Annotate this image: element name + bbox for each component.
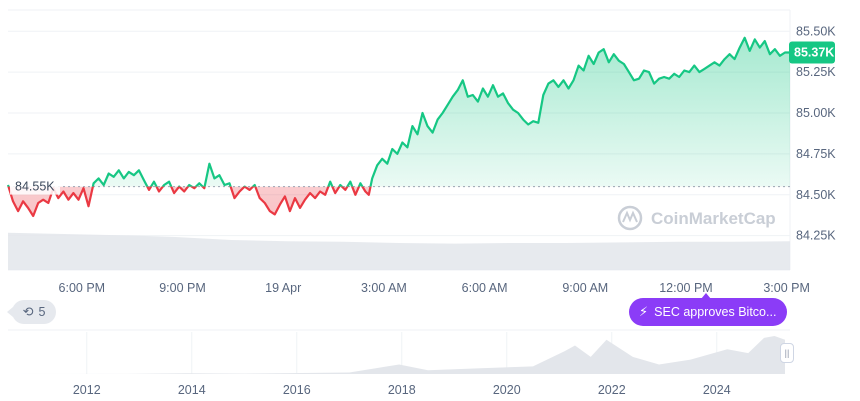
y-tick-label: 85.25K [796, 65, 836, 79]
x-axis-labels: 6:00 PM 9:00 PM 19 Apr 3:00 AM 6:00 AM 9:00 A… [59, 281, 810, 295]
y-tick-label: 85.00K [796, 106, 836, 120]
navigator-year-label: 2020 [493, 383, 521, 397]
x-tick-label: 3:00 AM [361, 281, 407, 295]
y-tick-label: 84.25K [796, 229, 836, 243]
navigator-year-label: 2014 [178, 383, 206, 397]
current-price-tag: 85.37K [789, 41, 835, 64]
volume-band [8, 232, 790, 270]
x-tick-label: 3:00 PM [763, 281, 810, 295]
navigator-area [8, 336, 785, 374]
x-tick-label: 19 Apr [265, 281, 301, 295]
navigator-range-handle[interactable]: || [780, 343, 794, 363]
area-fill-above-reference [8, 37, 790, 187]
event-marker-pill[interactable]: ⚡︎ SEC approves Bitco... [629, 293, 787, 326]
y-tick-label: 85.50K [796, 24, 836, 38]
coinmarketcap-logo-wave [622, 210, 638, 223]
navigator-year-labels: 2012 2014 2016 2018 2020 2022 2024 [73, 383, 731, 397]
coinmarketcap-watermark: CoinMarketCap [617, 205, 776, 231]
x-tick-label: 12:00 PM [659, 281, 713, 295]
price-line-up [6, 36, 790, 187]
watermark-text: CoinMarketCap [651, 209, 776, 228]
reference-price-label: 84.55K [10, 178, 60, 195]
time-navigator[interactable]: 2012 2014 2016 2018 2020 2022 2024 [8, 329, 790, 397]
x-tick-label: 6:00 AM [462, 281, 508, 295]
coinmarketcap-logo-icon [617, 205, 643, 231]
event-pointer-arrow [701, 293, 711, 299]
x-tick-label: 9:00 AM [562, 281, 608, 295]
y-tick-label: 84.75K [796, 147, 836, 161]
history-count: 5 [38, 305, 46, 319]
navigator-year-label: 2012 [73, 383, 101, 397]
lightning-icon: ⚡︎ [639, 304, 649, 319]
navigator-year-label: 2024 [703, 383, 731, 397]
navigator-year-label: 2022 [598, 383, 626, 397]
reference-price-text: 84.55K [15, 180, 55, 194]
navigator-year-label: 2018 [388, 383, 416, 397]
x-tick-label: 6:00 PM [59, 281, 106, 295]
history-icon: ⟲ [22, 304, 34, 319]
current-price-text: 85.37K [794, 46, 834, 60]
y-axis-labels: 85.50K 85.25K 85.00K 84.75K 84.50K 84.25K [796, 24, 836, 242]
y-tick-label: 84.50K [796, 188, 836, 202]
x-tick-label: 9:00 PM [159, 281, 206, 295]
history-events-button[interactable]: ⟲ 5 [7, 300, 56, 324]
navigator-year-label: 2016 [283, 383, 311, 397]
history-pill-notch [7, 307, 13, 317]
event-label: SEC approves Bitco... [654, 305, 777, 319]
area-fill-below-reference [8, 186, 371, 216]
